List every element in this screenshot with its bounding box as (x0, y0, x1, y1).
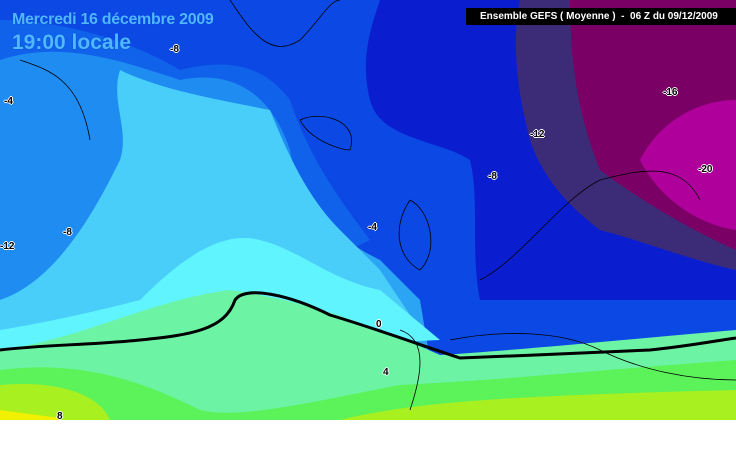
zero-isotherm (0, 291, 736, 360)
band-6 (0, 384, 736, 420)
contour-label: -12 (530, 129, 545, 140)
contour-label: -8 (170, 44, 179, 55)
temperature-map (0, 0, 736, 420)
contour-label: -12 (0, 241, 15, 252)
contour-label: -20 (698, 164, 713, 175)
model-info-banner: Ensemble GEFS ( Moyenne ) - 06 Z du 09/1… (466, 8, 736, 25)
contour-label: -16 (663, 87, 678, 98)
contour-label: 4 (383, 367, 389, 378)
forecast-time: 19:00 locale (12, 31, 132, 54)
band-minus20 (640, 100, 736, 230)
contour-label: -8 (488, 171, 497, 182)
contour-label: -4 (4, 96, 13, 107)
contour-label: 8 (57, 411, 63, 422)
band-8 (0, 410, 60, 420)
contour-label: -8 (63, 227, 72, 238)
coastlines (19, 0, 736, 411)
contour-label: -4 (368, 222, 377, 233)
contour-label: 0 (376, 319, 382, 330)
forecast-date: Mercredi 16 décembre 2009 (12, 11, 214, 28)
